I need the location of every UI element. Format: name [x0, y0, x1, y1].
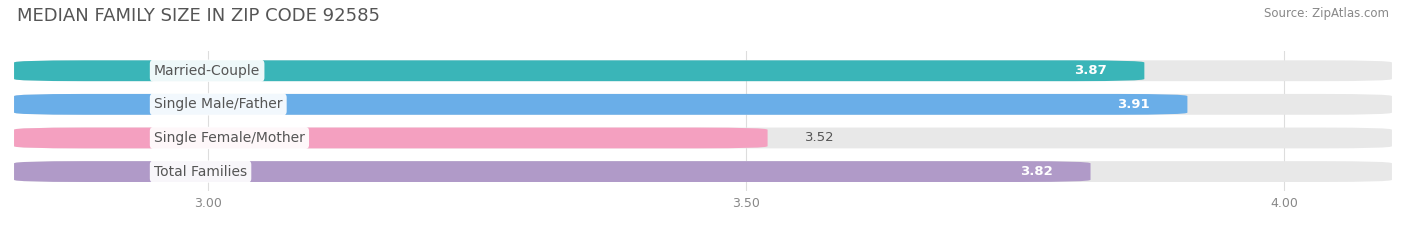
Text: 3.52: 3.52 [806, 131, 835, 144]
Text: 3.87: 3.87 [1074, 64, 1107, 77]
FancyBboxPatch shape [14, 60, 1144, 81]
Text: Total Families: Total Families [155, 164, 247, 178]
FancyBboxPatch shape [14, 161, 1091, 182]
Text: MEDIAN FAMILY SIZE IN ZIP CODE 92585: MEDIAN FAMILY SIZE IN ZIP CODE 92585 [17, 7, 380, 25]
Text: Source: ZipAtlas.com: Source: ZipAtlas.com [1264, 7, 1389, 20]
FancyBboxPatch shape [14, 60, 1392, 81]
Text: Single Male/Father: Single Male/Father [155, 97, 283, 111]
FancyBboxPatch shape [14, 94, 1188, 115]
Text: 3.82: 3.82 [1021, 165, 1053, 178]
FancyBboxPatch shape [14, 94, 1392, 115]
Text: 3.91: 3.91 [1118, 98, 1150, 111]
Text: Married-Couple: Married-Couple [155, 64, 260, 78]
FancyBboxPatch shape [14, 161, 1392, 182]
Text: Single Female/Mother: Single Female/Mother [155, 131, 305, 145]
FancyBboxPatch shape [14, 127, 1392, 148]
FancyBboxPatch shape [14, 127, 768, 148]
